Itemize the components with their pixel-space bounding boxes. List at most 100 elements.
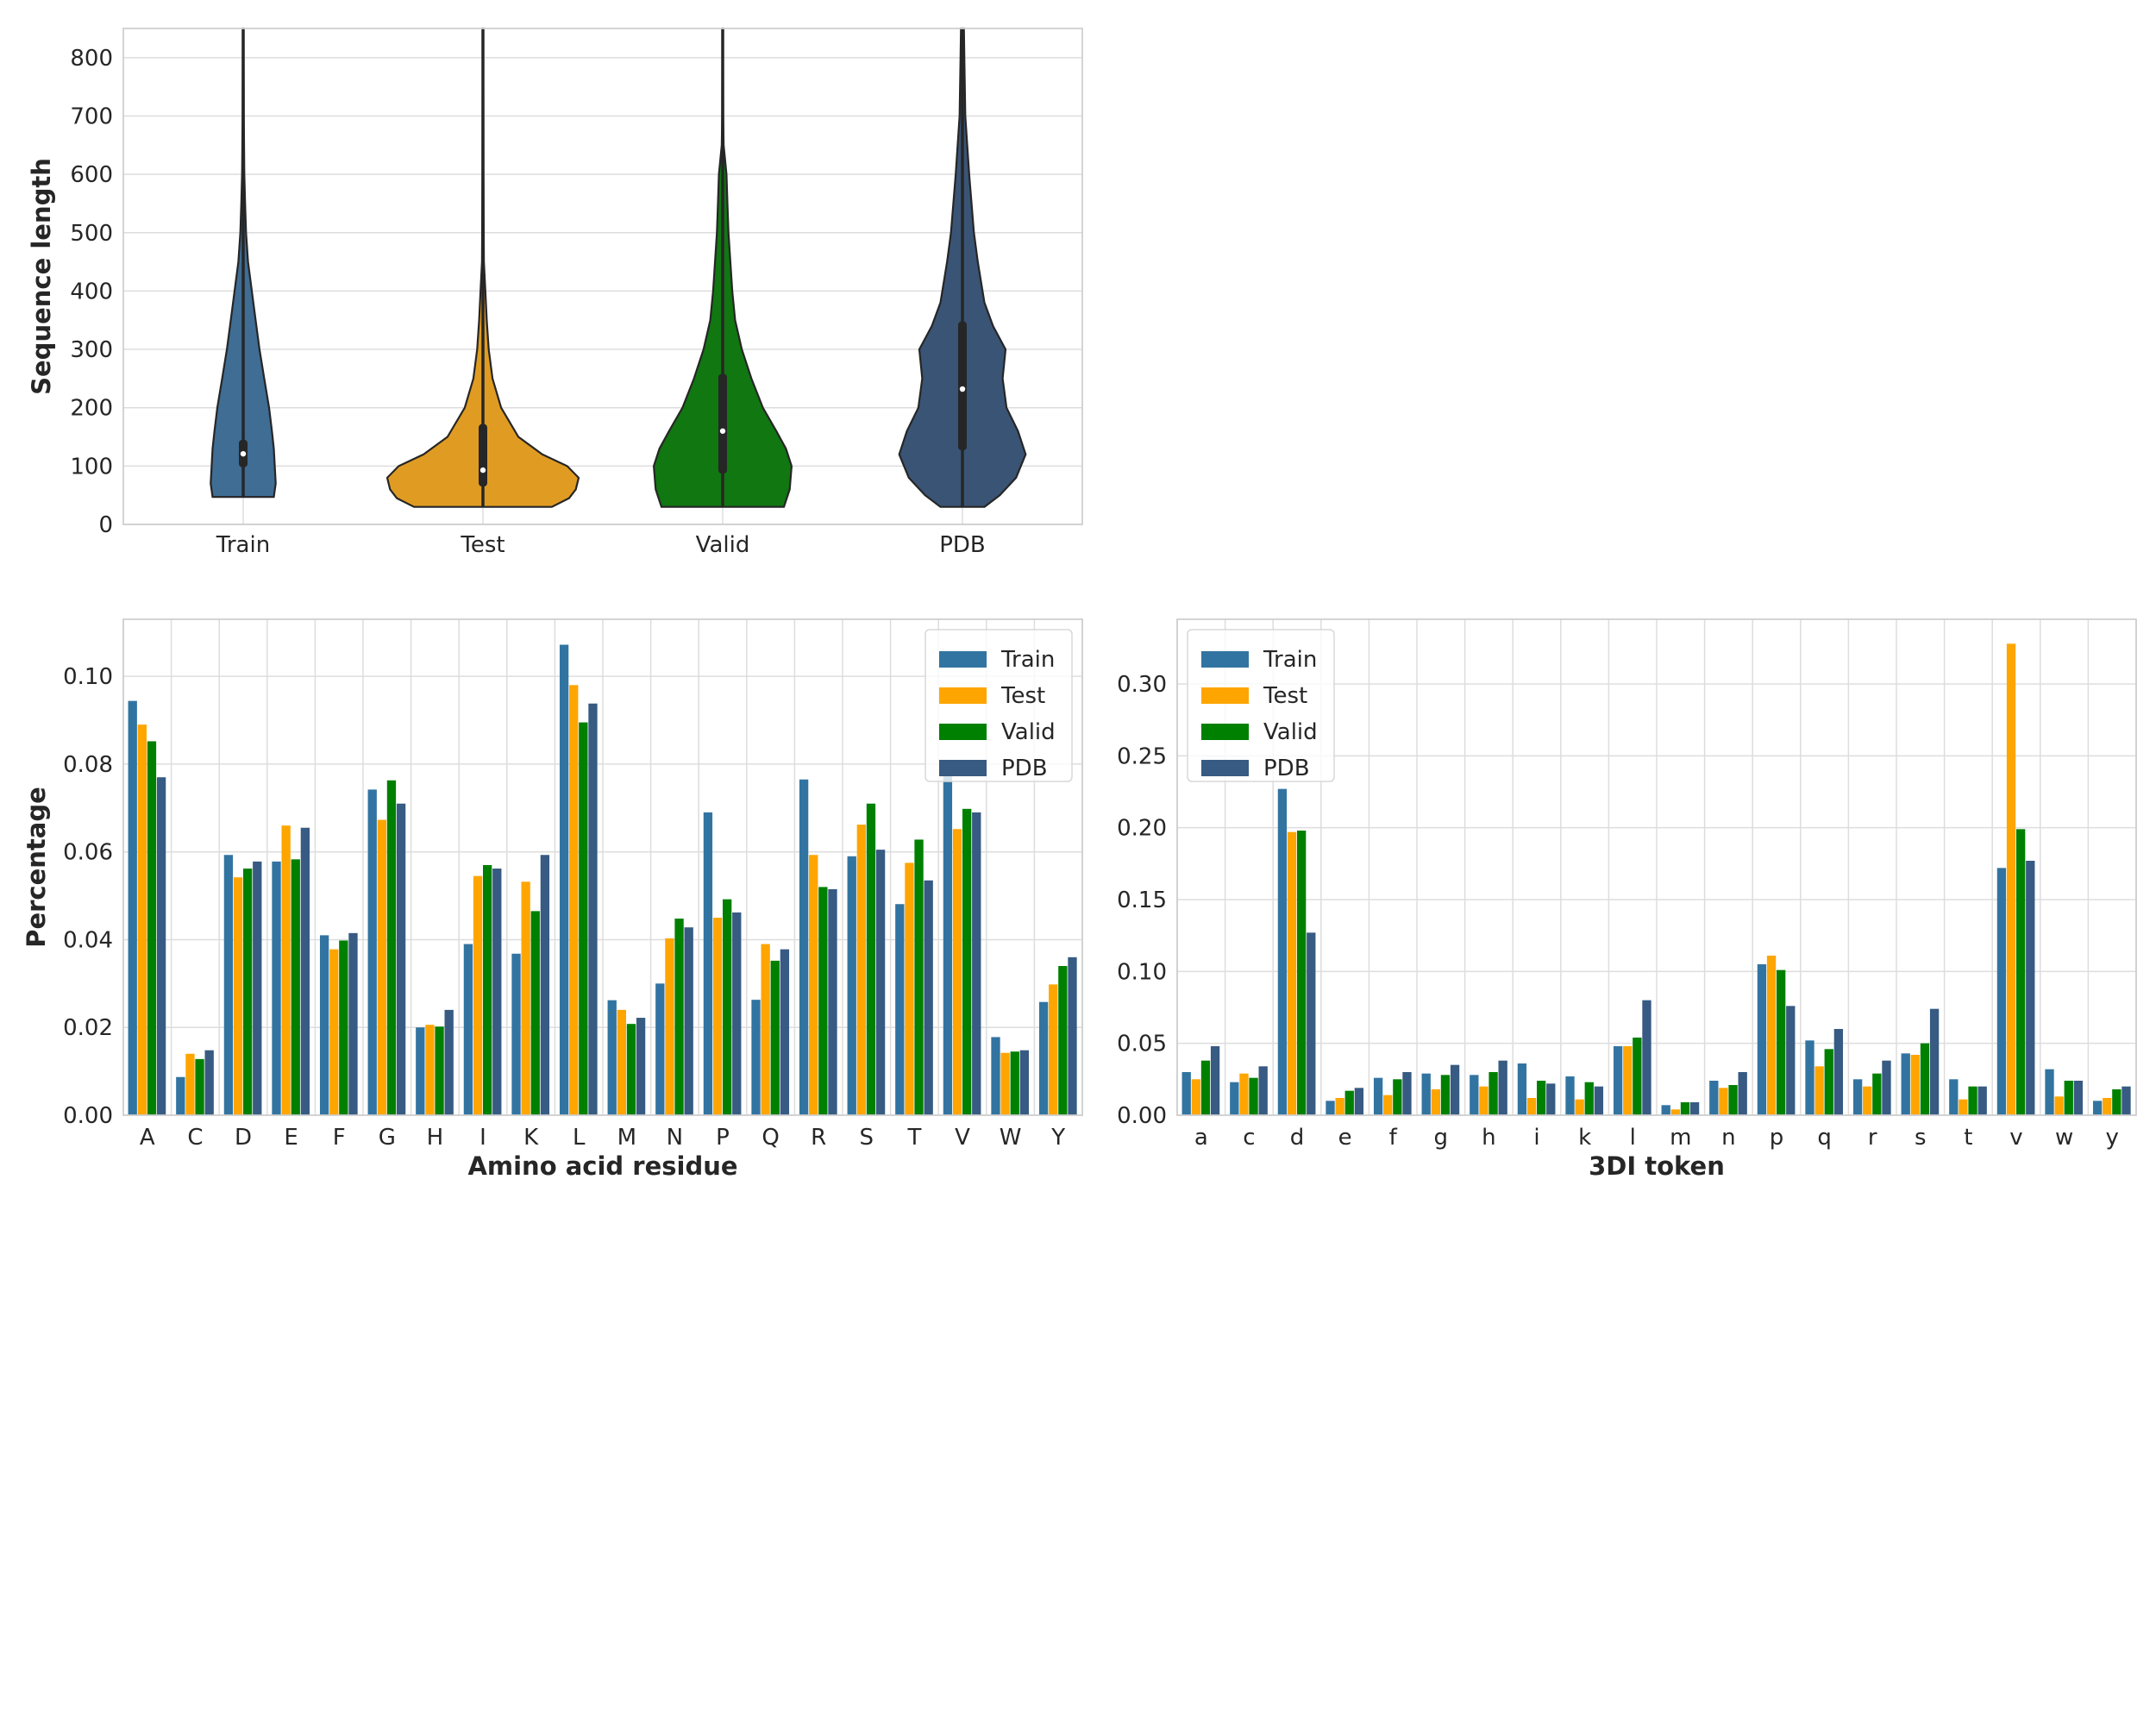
x-tick-label: y — [2106, 1125, 2119, 1151]
x-tick-label: Train — [216, 532, 270, 558]
x-tick-label: Test — [460, 532, 505, 558]
violin-panel: 0 100 200 300 400 500 600 700 800 Train Test Valid P… — [27, 27, 1083, 558]
bar-valid-l — [1633, 1038, 1642, 1115]
y-tick-label: 0.00 — [1117, 1103, 1167, 1129]
bar-test-i — [1526, 1098, 1537, 1115]
bar-valid-Q — [770, 960, 780, 1115]
bar-train-k — [1565, 1076, 1575, 1115]
bar-test-e — [1335, 1098, 1344, 1115]
y-tick-label: 300 — [70, 337, 113, 363]
bar-test-r — [1863, 1086, 1872, 1115]
x-tick-label: G — [379, 1125, 396, 1151]
bar-valid-s — [1920, 1043, 1930, 1115]
bar-pdb-W — [1019, 1050, 1030, 1115]
x-tick-label: W — [1000, 1125, 1022, 1151]
y-tick-label: 0.20 — [1117, 816, 1167, 842]
bar-test-h — [1479, 1086, 1489, 1115]
x-tick-label: V — [955, 1125, 970, 1151]
bar-test-H — [425, 1025, 435, 1115]
bar-valid-c — [1249, 1077, 1258, 1115]
bar-train-L — [559, 644, 569, 1115]
bar-pdb-c — [1258, 1066, 1268, 1115]
bar-train-N — [655, 983, 665, 1115]
y-tick-label: 200 — [70, 396, 113, 422]
bar-pdb-g — [1450, 1064, 1460, 1115]
bar-test-s — [1910, 1055, 1920, 1115]
bar-test-m — [1670, 1109, 1680, 1115]
legend-swatch-train — [1201, 651, 1249, 668]
x-tick-label: g — [1434, 1125, 1449, 1151]
bar-pdb-E — [300, 827, 310, 1115]
bar-valid-g — [1440, 1075, 1451, 1115]
bar-train-t — [1949, 1079, 1959, 1115]
bar-pdb-H — [444, 1009, 454, 1115]
bar-valid-q — [1824, 1049, 1833, 1115]
x-tick-label: PDB — [939, 532, 986, 558]
y-tick-label: 0 — [98, 512, 113, 538]
bar-pdb-f — [1402, 1072, 1412, 1115]
x-tick-label: t — [1964, 1125, 1972, 1151]
x-tick-label: s — [1915, 1125, 1927, 1151]
bar-test-t — [1959, 1099, 1968, 1115]
bar-pdb-G — [396, 803, 406, 1115]
bar-pdb-s — [1929, 1008, 1940, 1115]
bar-pdb-T — [924, 880, 933, 1115]
y-tick-label: 700 — [70, 104, 113, 129]
bar-valid-e — [1344, 1090, 1354, 1115]
x-tick-label: r — [1868, 1125, 1877, 1151]
x-tick-label: e — [1338, 1125, 1352, 1151]
violin-median — [479, 467, 486, 474]
x-tick-label: P — [716, 1125, 730, 1151]
bar-test-A — [137, 724, 147, 1115]
bar-test-D — [233, 877, 243, 1115]
bar-test-W — [1000, 1052, 1010, 1115]
bar-pdb-a — [1210, 1046, 1220, 1115]
bar-train-T — [895, 904, 905, 1115]
x-tick-label: k — [1578, 1125, 1591, 1151]
x-tick-label: I — [479, 1125, 486, 1151]
bar-valid-D — [243, 869, 253, 1115]
bar-test-d — [1287, 831, 1297, 1115]
bar-valid-F — [339, 940, 348, 1115]
bar-pdb-L — [588, 703, 598, 1115]
bar-test-R — [809, 855, 818, 1115]
x-tick-label: N — [667, 1125, 683, 1151]
bar-train-m — [1661, 1105, 1670, 1115]
bar-train-c — [1230, 1082, 1239, 1115]
bar-train-y — [2092, 1101, 2103, 1115]
bar-pdb-q — [1833, 1029, 1844, 1115]
bar-pdb-m — [1689, 1102, 1700, 1115]
legend-swatch-pdb — [1201, 760, 1249, 776]
x-tick-label: v — [2009, 1125, 2022, 1151]
bar-train-d — [1277, 788, 1288, 1115]
bar-train-l — [1613, 1046, 1623, 1115]
bar-valid-C — [195, 1058, 204, 1115]
bar-test-P — [712, 918, 723, 1115]
x-tick-label: F — [333, 1125, 346, 1151]
y-tick-label: 0.30 — [1117, 672, 1167, 698]
bar-panel-2: 0.00 0.05 0.10 0.15 0.20 0.25 0.30 a c d e f g h i k l m n… — [1117, 618, 2137, 1181]
y-tick-label: 0.00 — [63, 1103, 113, 1129]
y-tick-label: 600 — [70, 162, 113, 188]
bar-valid-P — [723, 899, 732, 1115]
x-tick-label: f — [1389, 1125, 1398, 1151]
bar-train-a — [1181, 1072, 1191, 1115]
x-tick-label: M — [617, 1125, 636, 1151]
legend-swatch-test — [1201, 687, 1249, 704]
bar-pdb-S — [875, 850, 886, 1115]
bar-train-q — [1805, 1040, 1814, 1115]
bar-pdb-d — [1307, 932, 1316, 1115]
bar-train-n — [1709, 1081, 1719, 1115]
bar-valid-T — [914, 839, 924, 1115]
bar-train-M — [607, 1000, 617, 1115]
bar-valid-W — [1010, 1051, 1019, 1115]
bar-train-C — [176, 1076, 185, 1115]
bar-test-g — [1431, 1089, 1440, 1115]
bar-test-a — [1191, 1079, 1200, 1115]
y-tick-label: 0.02 — [63, 1015, 113, 1041]
bar-train-Y — [1038, 1001, 1049, 1115]
violin-median — [240, 450, 247, 457]
violin-iqr-box — [718, 373, 727, 474]
x-tick-label: H — [427, 1125, 444, 1151]
bar-train-K — [511, 953, 521, 1115]
